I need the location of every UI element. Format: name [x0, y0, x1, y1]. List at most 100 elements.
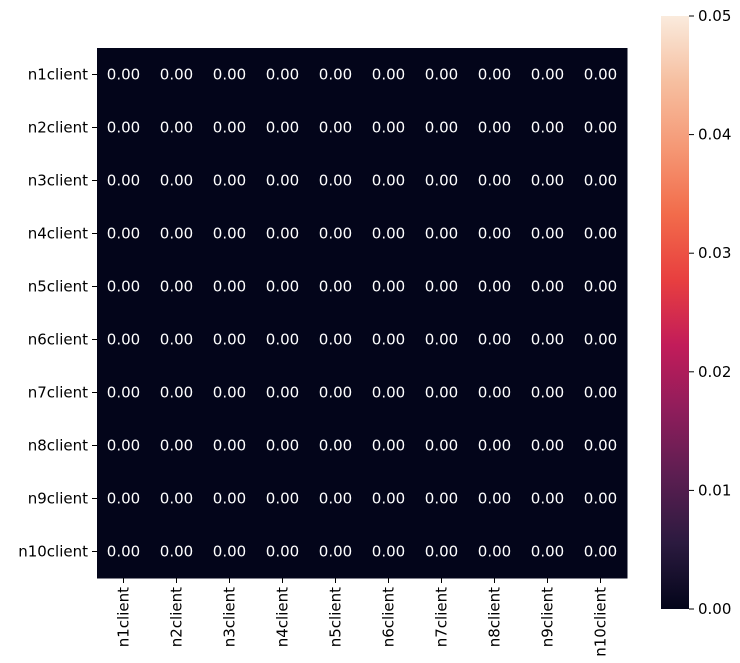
x-tick-label: n8client: [486, 587, 504, 647]
heatmap-cell-label: 0.00: [266, 278, 299, 296]
heatmap-cell-label: 0.00: [478, 278, 511, 296]
heatmap-cell: [309, 101, 363, 155]
heatmap-cell: [521, 260, 575, 314]
heatmap-cell: [150, 154, 204, 208]
heatmap-cell: [415, 101, 469, 155]
heatmap-cell: [362, 154, 416, 208]
y-tick-label: n3client: [28, 172, 88, 190]
heatmap-cell-label: 0.00: [478, 384, 511, 402]
heatmap-cell: [97, 48, 151, 102]
heatmap-cell: [203, 48, 257, 102]
heatmap-cell: [256, 419, 310, 473]
heatmap-cell-label: 0.00: [107, 119, 140, 137]
heatmap-cell-label: 0.00: [266, 119, 299, 137]
heatmap-cell-label: 0.00: [584, 278, 617, 296]
heatmap-cell: [97, 366, 151, 420]
heatmap-cell: [415, 260, 469, 314]
heatmap-cell: [309, 419, 363, 473]
heatmap-cell: [468, 525, 522, 579]
heatmap-cell-label: 0.00: [478, 66, 511, 84]
x-tick-label: n9client: [539, 587, 557, 647]
heatmap-cell: [203, 154, 257, 208]
heatmap-cell: [415, 525, 469, 579]
heatmap-cell-label: 0.00: [213, 119, 246, 137]
heatmap-cell: [256, 48, 310, 102]
heatmap-cell-label: 0.00: [213, 437, 246, 455]
heatmap-cell: [203, 101, 257, 155]
heatmap-cell: [97, 154, 151, 208]
heatmap-cell: [574, 419, 628, 473]
heatmap-cell: [309, 525, 363, 579]
heatmap-cell-label: 0.00: [531, 119, 564, 137]
heatmap-cell-label: 0.00: [584, 490, 617, 508]
heatmap-cell-label: 0.00: [266, 437, 299, 455]
x-tick-label: n6client: [380, 587, 398, 647]
heatmap-cell-label: 0.00: [425, 225, 458, 243]
heatmap-cell: [521, 101, 575, 155]
heatmap-cell: [97, 260, 151, 314]
heatmap-cell: [415, 48, 469, 102]
heatmap-cell-label: 0.00: [266, 490, 299, 508]
heatmap-plot-area: 0.00 0.00 0.00 0.00 0.00 0.00 0.00 0.00 0.00 0.00…: [97, 48, 628, 579]
heatmap-cell: [574, 366, 628, 420]
heatmap-cell-label: 0.00: [107, 172, 140, 190]
heatmap-cell: [97, 207, 151, 261]
heatmap-cell-label: 0.00: [478, 331, 511, 349]
heatmap-cell: [309, 154, 363, 208]
heatmap-cell: [362, 525, 416, 579]
heatmap-cell-label: 0.00: [531, 225, 564, 243]
x-tick-label: n7client: [433, 587, 451, 647]
heatmap-cell-label: 0.00: [372, 490, 405, 508]
heatmap-cell-label: 0.00: [531, 172, 564, 190]
heatmap-cell-label: 0.00: [478, 490, 511, 508]
x-tick-label: n2client: [168, 587, 186, 647]
heatmap-cell: [309, 207, 363, 261]
heatmap-cell: [362, 366, 416, 420]
heatmap-cell: [468, 48, 522, 102]
heatmap-cell: [256, 313, 310, 367]
heatmap-cell-label: 0.00: [531, 543, 564, 561]
heatmap-cell: [150, 525, 204, 579]
heatmap-cell: [256, 154, 310, 208]
heatmap-cell-label: 0.00: [319, 172, 352, 190]
y-tick-label: n6client: [28, 331, 88, 349]
heatmap-cell: [521, 472, 575, 526]
y-axis: n1client n2client n3client n4client n5client…: [18, 66, 97, 561]
heatmap-cell-label: 0.00: [372, 278, 405, 296]
colorbar-tick-label: 0.01: [698, 481, 731, 499]
heatmap-cell: [362, 207, 416, 261]
colorbar-tick-label: 0.05: [698, 7, 731, 25]
heatmap-cell-label: 0.00: [319, 66, 352, 84]
heatmap-cell-label: 0.00: [107, 490, 140, 508]
heatmap-cell-label: 0.00: [531, 278, 564, 296]
heatmap-cell-label: 0.00: [319, 384, 352, 402]
heatmap-cell: [150, 101, 204, 155]
heatmap-cell: [150, 419, 204, 473]
heatmap-cell: [97, 313, 151, 367]
heatmap-cell: [521, 207, 575, 261]
heatmap-cell: [521, 366, 575, 420]
heatmap-cell: [415, 419, 469, 473]
heatmap-cell: [150, 472, 204, 526]
heatmap-cell-label: 0.00: [160, 331, 193, 349]
heatmap-cell-label: 0.00: [531, 437, 564, 455]
heatmap-cells: [97, 48, 628, 579]
y-tick-label: n4client: [28, 225, 88, 243]
heatmap-cell: [415, 366, 469, 420]
heatmap-cell-label: 0.00: [584, 119, 617, 137]
heatmap-cell: [97, 472, 151, 526]
heatmap-cell: [309, 260, 363, 314]
heatmap-cell-label: 0.00: [425, 384, 458, 402]
heatmap-cell-label: 0.00: [266, 543, 299, 561]
heatmap-cell-label: 0.00: [319, 225, 352, 243]
heatmap-cell-label: 0.00: [160, 278, 193, 296]
heatmap-cell: [415, 154, 469, 208]
heatmap-cell-label: 0.00: [266, 384, 299, 402]
heatmap-cell: [362, 101, 416, 155]
heatmap-cell: [574, 48, 628, 102]
heatmap-cell-label: 0.00: [425, 172, 458, 190]
colorbar-gradient: [661, 16, 689, 609]
colorbar-tick-label: 0.03: [698, 244, 731, 262]
heatmap-cell-label: 0.00: [584, 331, 617, 349]
heatmap-cell: [97, 101, 151, 155]
